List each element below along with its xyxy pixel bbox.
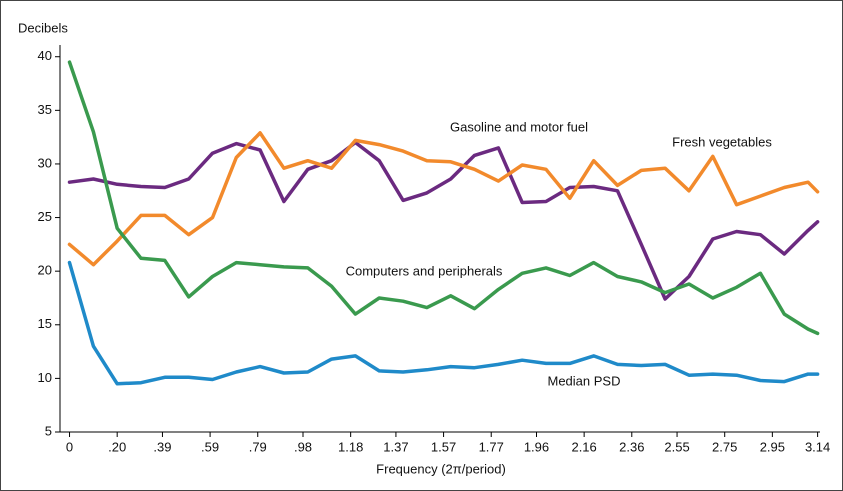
x-tick-label: 1.77 (479, 439, 504, 454)
y-tick-label: 5 (45, 423, 52, 438)
x-tick-label: 0 (66, 439, 73, 454)
x-tick-label: 2.75 (712, 439, 737, 454)
series-line (67, 260, 820, 386)
series-line (67, 131, 820, 267)
x-tick-label: 1.57 (431, 439, 456, 454)
y-tick-label: 25 (38, 209, 52, 224)
x-axis-label: Frequency (2π/period) (376, 461, 506, 476)
x-tick-label: 2.36 (619, 439, 644, 454)
y-axis-label: Decibels (18, 20, 68, 35)
x-tick-label: 1.37 (383, 439, 408, 454)
x-tick-label: 3.14 (805, 439, 830, 454)
x-tick-label: .20 (108, 439, 126, 454)
y-tick-label: 10 (38, 370, 52, 385)
x-tick-label: 1.18 (338, 439, 363, 454)
series-line (67, 60, 820, 336)
x-tick-label: 2.16 (571, 439, 596, 454)
y-tick-label: 20 (38, 263, 52, 278)
series-label: Median PSD (548, 373, 621, 388)
x-tick-label: 2.55 (664, 439, 689, 454)
x-tick-label: 2.95 (760, 439, 785, 454)
series-label: Gasoline and motor fuel (450, 119, 588, 134)
series-label: Computers and peripherals (346, 263, 503, 278)
x-tick-label: .98 (294, 439, 312, 454)
series-label: Fresh vegetables (672, 134, 772, 149)
y-tick-label: 15 (38, 316, 52, 331)
x-tick-label: 1.96 (524, 439, 549, 454)
y-tick-label: 30 (38, 155, 52, 170)
x-tick-label: .79 (249, 439, 267, 454)
y-tick-label: 40 (38, 48, 52, 63)
x-tick-label: .59 (201, 439, 219, 454)
x-tick-label: .39 (153, 439, 171, 454)
y-tick-label: 35 (38, 102, 52, 117)
series-line (67, 140, 820, 301)
